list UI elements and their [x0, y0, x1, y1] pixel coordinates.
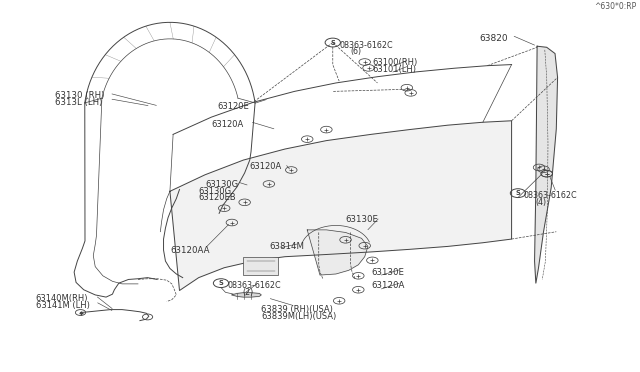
Text: (4): (4) [536, 198, 547, 207]
Text: (2): (2) [242, 288, 253, 297]
Text: 63130E: 63130E [346, 215, 378, 224]
Text: 63839 (RH)(USA): 63839 (RH)(USA) [261, 305, 333, 314]
Text: 63120A: 63120A [371, 281, 404, 290]
Text: 6313L (LH): 6313L (LH) [55, 97, 102, 107]
Text: 63120AA: 63120AA [170, 246, 209, 256]
Text: 63140M(RH): 63140M(RH) [36, 294, 88, 303]
Polygon shape [170, 121, 511, 291]
Text: 63100(RH): 63100(RH) [372, 58, 418, 67]
Text: 08363-6162C: 08363-6162C [227, 281, 281, 290]
Text: S: S [516, 190, 520, 196]
Text: 63120E: 63120E [218, 102, 250, 111]
Text: 63101(LH): 63101(LH) [372, 65, 417, 74]
Text: 63130G: 63130G [205, 180, 238, 189]
Text: ^630*0:RP: ^630*0:RP [594, 2, 636, 11]
Text: 63130E: 63130E [371, 268, 404, 277]
Text: 63141M (LH): 63141M (LH) [36, 301, 90, 310]
Text: 08363-6162C: 08363-6162C [523, 191, 577, 200]
Text: 63130 (RH): 63130 (RH) [55, 92, 104, 100]
Text: (6): (6) [351, 47, 362, 56]
Text: 63814M: 63814M [269, 242, 304, 251]
Polygon shape [307, 230, 368, 275]
Text: 08363-6162C: 08363-6162C [339, 41, 393, 50]
Text: 63130G: 63130G [198, 186, 232, 196]
Text: 63839M(LH)(USA): 63839M(LH)(USA) [261, 312, 337, 321]
Text: 63120A: 63120A [211, 120, 244, 129]
Text: 63120EB: 63120EB [198, 193, 236, 202]
Polygon shape [534, 46, 557, 283]
Bar [243, 257, 278, 275]
Polygon shape [232, 293, 261, 297]
Text: S: S [330, 39, 335, 45]
Text: 63820: 63820 [479, 34, 508, 43]
Text: 63120A: 63120A [250, 162, 282, 171]
Text: S: S [219, 280, 223, 286]
